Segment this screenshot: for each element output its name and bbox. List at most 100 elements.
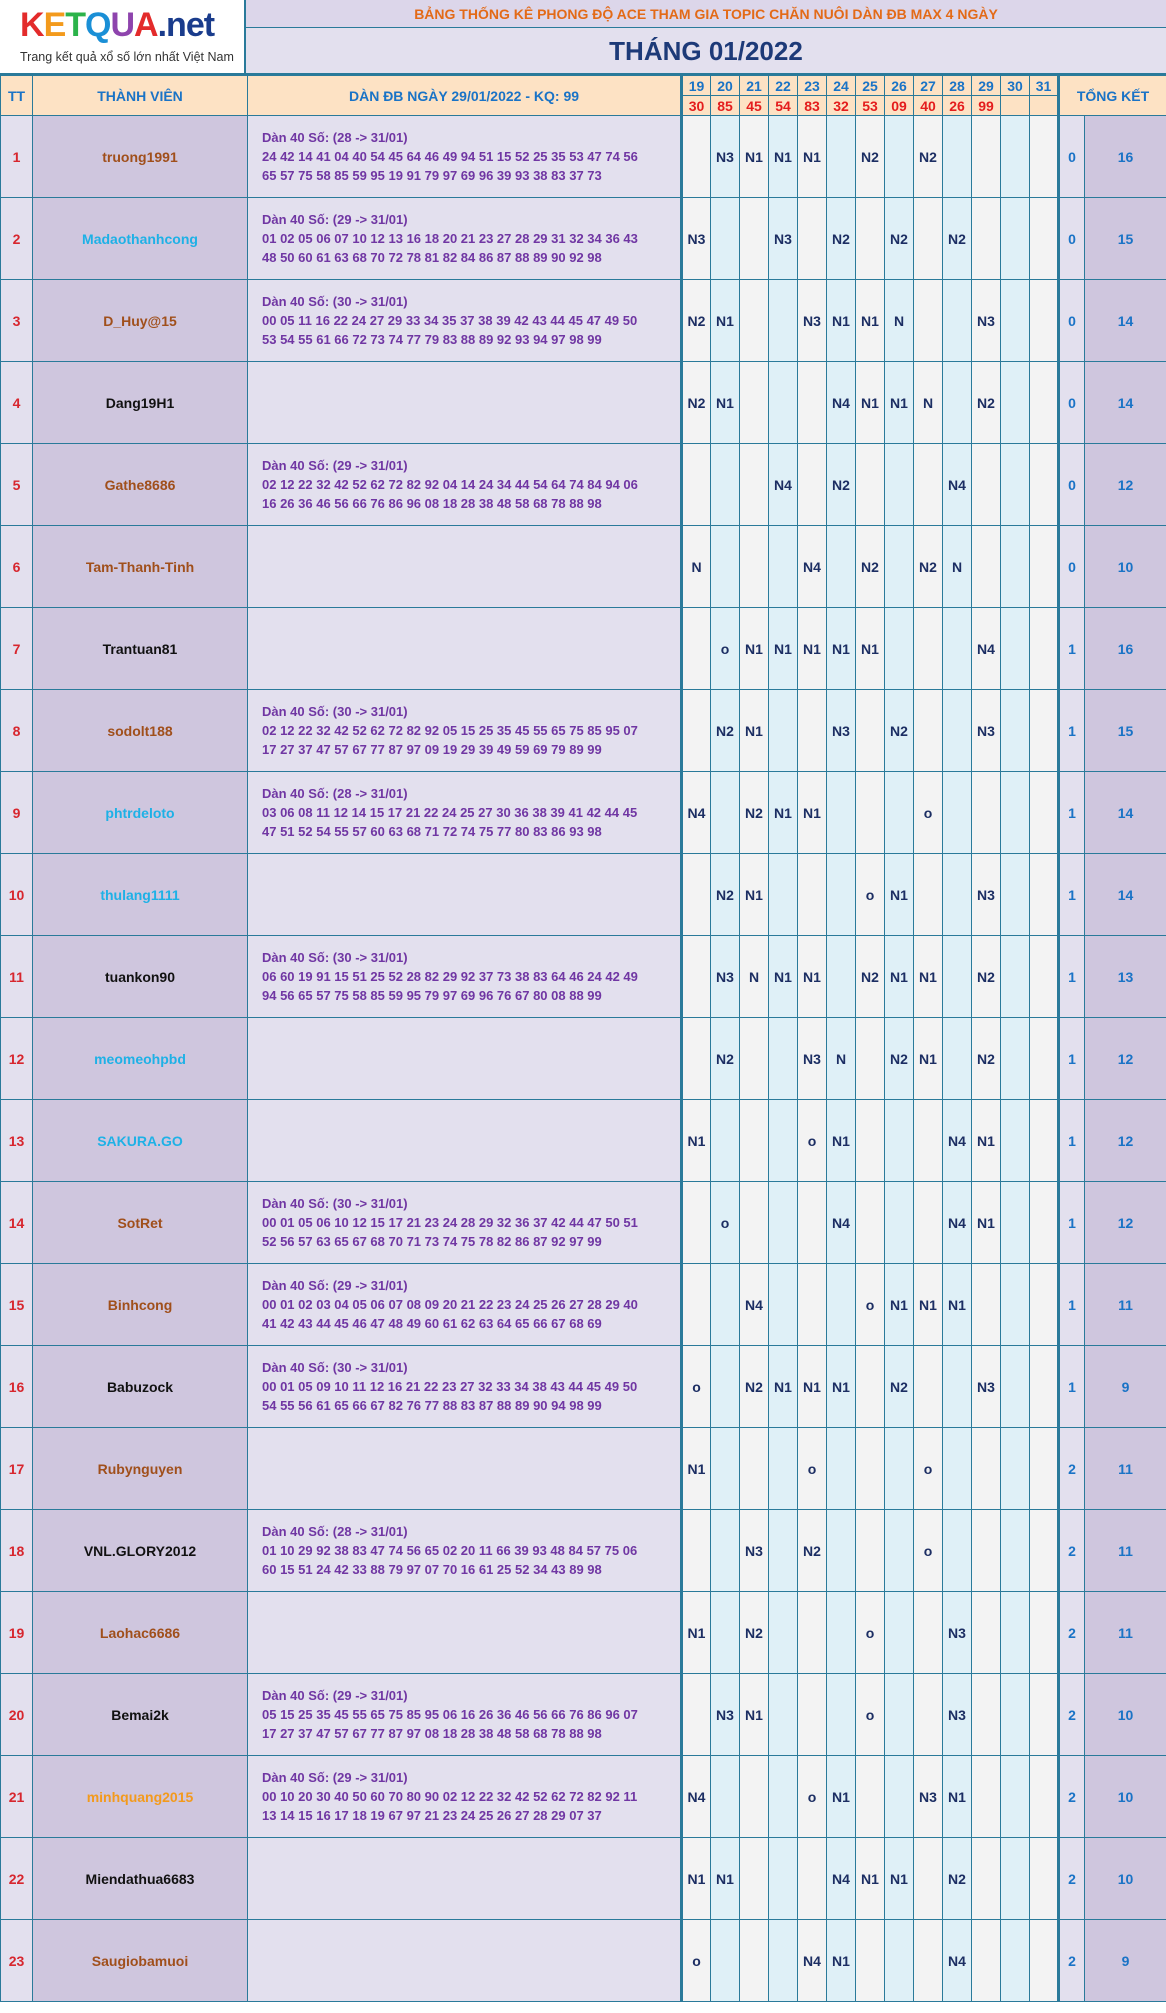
day-cell [768,1017,798,1100]
day-cell [1029,1755,1059,1838]
member-name[interactable]: Gathe8686 [32,443,248,526]
dan-line: 13 14 15 16 17 18 19 67 97 21 23 24 25 2… [262,1808,602,1823]
member-name[interactable]: Trantuan81 [32,607,248,690]
day-cell: N3 [971,279,1001,362]
miss-count: 1 [1057,1017,1085,1100]
result-header: 85 [710,95,740,116]
table-row: 14 SotRet Dàn 40 Số: (30 -> 31/01) 00 01 05… [0,1181,1166,1264]
row-number: 20 [0,1673,33,1756]
day-cell: N2 [855,115,885,198]
stats-table: TT THÀNH VIÊN DÀN ĐB NGÀY 29/01/2022 - K… [0,75,1166,2002]
day-cell [942,1509,972,1592]
miss-count: 2 [1057,1673,1085,1756]
member-name[interactable]: Saugiobamuoi [32,1919,248,2002]
day-cell: N3 [971,853,1001,936]
dan-numbers [247,853,683,936]
total-score: 11 [1084,1591,1166,1674]
day-cell: o [913,771,943,854]
total-score: 16 [1084,115,1166,198]
row-number: 1 [0,115,33,198]
day-cell [971,1673,1001,1756]
member-name[interactable]: Binhcong [32,1263,248,1346]
day-cell: N3 [768,197,798,280]
day-cell: N2 [739,1591,769,1674]
member-name[interactable]: phtrdeloto [32,771,248,854]
day-cell: N4 [739,1263,769,1346]
day-cell [739,279,769,362]
day-cell: o [797,1427,827,1510]
member-name[interactable]: Miendathua6683 [32,1837,248,1920]
dan-line: 05 15 25 35 45 55 65 75 85 95 06 16 26 3… [262,1707,638,1722]
day-cell: N1 [942,1755,972,1838]
day-header: 30 [1000,75,1030,96]
day-cell [1029,1017,1059,1100]
table-row: 16 Babuzock Dàn 40 Số: (30 -> 31/01) 00 01 … [0,1345,1166,1428]
member-name[interactable]: meomeohpbd [32,1017,248,1100]
header-tt: TT [0,75,33,116]
member-name[interactable]: tuankon90 [32,935,248,1018]
table-row: 21 minhquang2015 Dàn 40 Số: (29 -> 31/01) 0… [0,1755,1166,1838]
day-cell [681,1509,711,1592]
member-name[interactable]: Rubynguyen [32,1427,248,1510]
day-cell [681,1673,711,1756]
day-cell: N4 [826,1181,856,1264]
day-header: 29 [971,75,1001,96]
miss-count: 1 [1057,771,1085,854]
day-cell [1029,1837,1059,1920]
member-name[interactable]: Dang19H1 [32,361,248,444]
day-cell [1000,935,1030,1018]
day-cell [768,1837,798,1920]
day-cell: N4 [681,1755,711,1838]
day-cell [1000,1099,1030,1182]
dan-numbers [247,525,683,608]
day-cell [710,1919,740,2002]
dan-line: Dàn 40 Số: (29 -> 31/01) [262,458,408,473]
day-cell: N3 [797,279,827,362]
day-cell [739,361,769,444]
dan-numbers [247,1591,683,1674]
member-name[interactable]: SAKURA.GO [32,1099,248,1182]
member-name[interactable]: SotRet [32,1181,248,1264]
member-name[interactable]: Babuzock [32,1345,248,1428]
day-cell [768,1591,798,1674]
result-header: 26 [942,95,972,116]
dan-line: 17 27 37 47 57 67 77 87 97 09 19 29 39 4… [262,742,602,757]
member-name[interactable]: D_Huy@15 [32,279,248,362]
day-cell: N2 [826,197,856,280]
site-logo[interactable]: KETQUA.net Trang kết quả xổ số lớn nhất … [0,0,246,75]
day-cell [797,197,827,280]
total-score: 9 [1084,1345,1166,1428]
day-cell: N2 [739,771,769,854]
table-row: 18 VNL.GLORY2012 Dàn 40 Số: (28 -> 31/01) 0… [0,1509,1166,1592]
day-cell [884,1181,914,1264]
member-name[interactable]: Laohac6686 [32,1591,248,1674]
member-name[interactable]: Bemai2k [32,1673,248,1756]
day-cell [768,1673,798,1756]
member-name[interactable]: Madaothanhcong [32,197,248,280]
member-name[interactable]: sodolt188 [32,689,248,772]
member-name[interactable]: minhquang2015 [32,1755,248,1838]
total-score: 15 [1084,689,1166,772]
table-row: 9 phtrdeloto Dàn 40 Số: (28 -> 31/01) 03 06… [0,771,1166,854]
day-cell [855,1017,885,1100]
day-cell: N1 [797,1345,827,1428]
day-cell [826,1263,856,1346]
member-name[interactable]: thulang1111 [32,853,248,936]
day-cell [942,689,972,772]
member-name[interactable]: truong1991 [32,115,248,198]
day-cell [710,771,740,854]
member-name[interactable]: VNL.GLORY2012 [32,1509,248,1592]
day-cell: o [855,1673,885,1756]
day-cell [681,935,711,1018]
day-cell [884,771,914,854]
miss-count: 1 [1057,853,1085,936]
member-name[interactable]: Tam-Thanh-Tinh [32,525,248,608]
day-cell: N3 [971,689,1001,772]
day-cell: N1 [797,115,827,198]
day-cell [971,115,1001,198]
day-cell: N1 [768,935,798,1018]
day-cell [1000,197,1030,280]
day-cell [884,1427,914,1510]
row-number: 6 [0,525,33,608]
day-cell [1000,361,1030,444]
